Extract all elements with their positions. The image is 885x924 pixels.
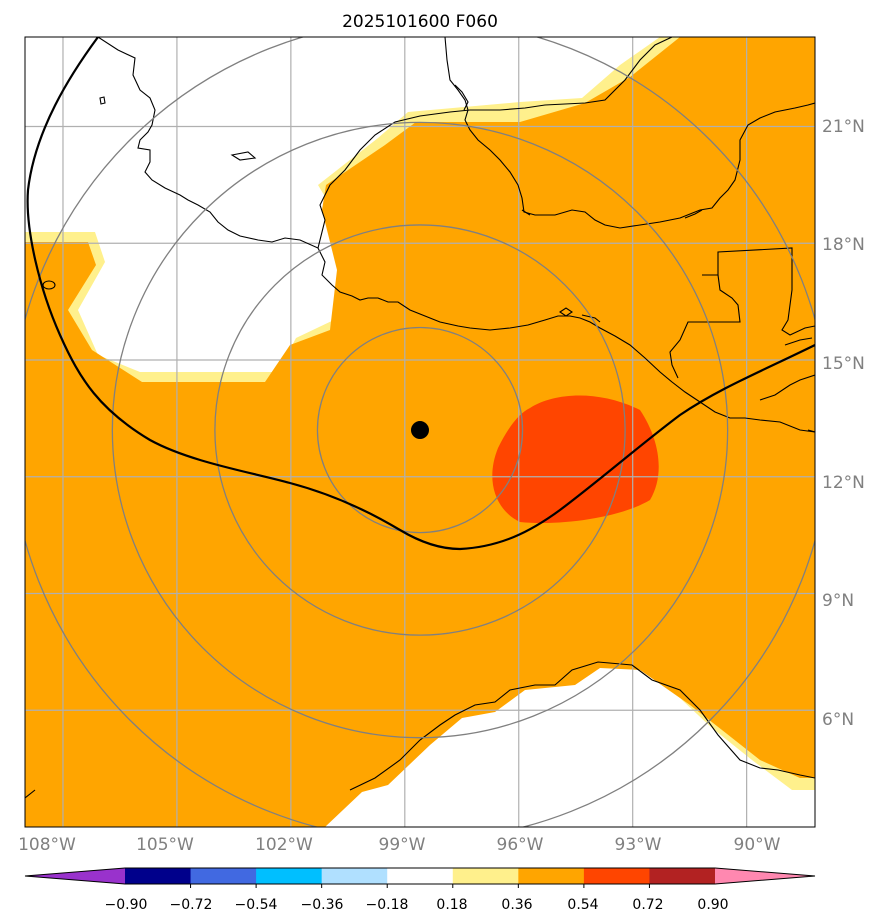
map-area [25, 37, 815, 827]
lat-tick-label: 21°N [822, 117, 865, 137]
lat-tick-label: 9°N [822, 591, 854, 611]
lon-tick-labels: 108°W 105°W 102°W 99°W 96°W 93°W 90°W [18, 835, 781, 855]
colorbar-extend-high [715, 868, 815, 884]
colorbar-tick-label: 0.54 [567, 897, 598, 913]
lon-tick-label: 99°W [379, 835, 426, 855]
lat-tick-labels: 6°N 9°N 12°N 15°N 18°N 21°N [822, 117, 865, 730]
range-ring [316, 326, 524, 534]
colorbar-outline [24, 867, 816, 885]
lat-tick-label: 18°N [822, 235, 865, 255]
colorbar-segment [518, 868, 585, 884]
colorbar-tick-label: 0.90 [697, 897, 728, 913]
colorbar-tick-label: −0.54 [235, 897, 278, 913]
colorbar-tick-label: 0.72 [632, 897, 663, 913]
lat-tick-label: 6°N [822, 710, 854, 730]
lat-tick-label: 12°N [822, 473, 865, 493]
colorbar [24, 867, 816, 888]
map-frame [24, 36, 816, 828]
colorbar-segment [387, 868, 454, 884]
colorbar-segment [452, 868, 519, 884]
coastlines [25, 37, 815, 799]
colorbar-tick-label: 0.36 [501, 897, 532, 913]
lon-tick-label: 108°W [18, 835, 76, 855]
storm-track [26, 37, 815, 551]
colorbar-segment [583, 868, 650, 884]
colorbar-tick-label: 0.18 [436, 897, 467, 913]
colorbar-tick-labels: −0.90 −0.72 −0.54 −0.36 −0.18 0.18 0.36 … [105, 897, 729, 913]
lon-tick-label: 90°W [734, 835, 781, 855]
range-ring [214, 224, 626, 636]
range-ring [111, 121, 729, 739]
colorbar-tick-label: −0.72 [170, 897, 213, 913]
colorbar-tick-label: −0.18 [366, 897, 409, 913]
figure-title: 2025101600 F060 [342, 12, 498, 32]
colorbar-extend-low [25, 868, 125, 884]
lon-tick-label: 93°W [615, 835, 662, 855]
colorbar-segment [649, 868, 716, 884]
colorbar-segment [321, 868, 388, 884]
colorbar-segment [190, 868, 257, 884]
colorbar-tick-label: −0.36 [301, 897, 344, 913]
field-red-blob [492, 395, 659, 524]
colorbar-segment [125, 868, 192, 884]
lon-tick-label: 102°W [255, 835, 313, 855]
colorbar-tick-label: −0.90 [105, 897, 148, 913]
lat-tick-label: 15°N [822, 354, 865, 374]
lon-tick-label: 105°W [136, 835, 194, 855]
storm-center-marker [411, 421, 429, 440]
lon-tick-label: 96°W [497, 835, 544, 855]
colorbar-segment [256, 868, 323, 884]
range-rings [25, 37, 815, 827]
graticule [25, 37, 815, 827]
